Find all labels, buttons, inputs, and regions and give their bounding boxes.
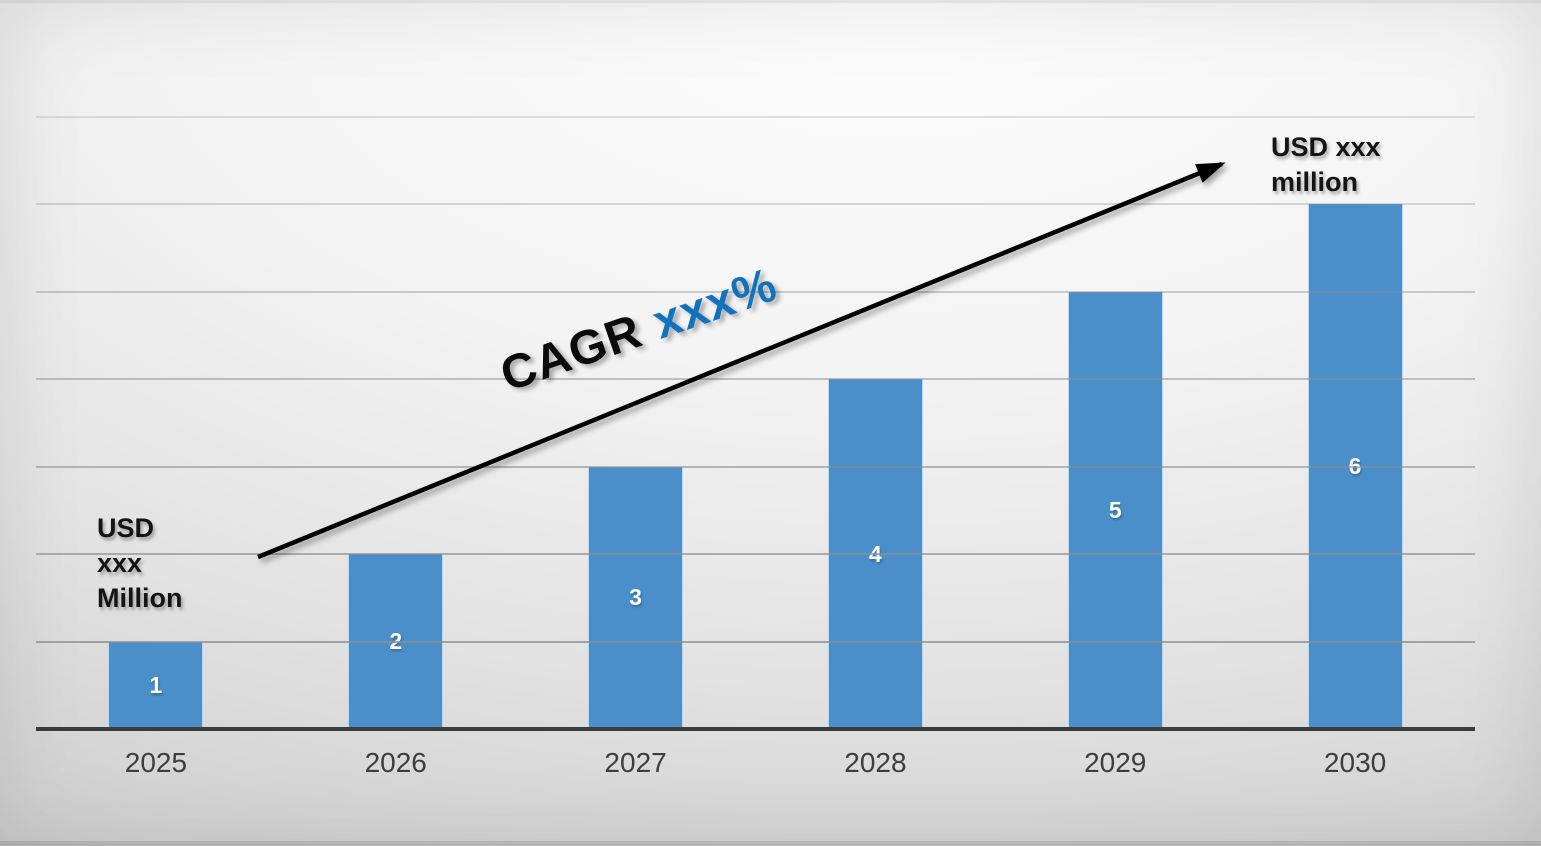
x-axis-tick-label: 2027 — [604, 747, 667, 778]
bar-value-label: 1 — [149, 671, 163, 698]
x-axis-tick-label: 2028 — [844, 747, 907, 778]
bar-value-label: 3 — [629, 584, 642, 611]
x-axis-tick-label: 2029 — [1084, 747, 1147, 778]
gridline — [36, 640, 1475, 643]
x-axis-tick-label: 2025 — [124, 747, 188, 778]
end-value-line: USD xxx — [1271, 132, 1381, 162]
start-value-line: Million — [97, 583, 183, 613]
end-value-line: million — [1271, 167, 1358, 197]
x-axis-line — [36, 727, 1475, 731]
x-axis-tick-label: 2030 — [1323, 747, 1387, 778]
gridline — [36, 116, 1475, 118]
start-value-line: USD — [97, 513, 155, 543]
start-value-label: USD xxx Million — [97, 511, 182, 616]
start-value-line: xxx — [97, 548, 143, 578]
bar: 1 — [108, 641, 204, 729]
x-axis-tick-label: 2026 — [364, 747, 427, 778]
x-axis-labels: 2025 2026 2027 2028 2029 2030 — [36, 117, 1475, 778]
end-value-label: USD xxx million — [1271, 130, 1381, 200]
